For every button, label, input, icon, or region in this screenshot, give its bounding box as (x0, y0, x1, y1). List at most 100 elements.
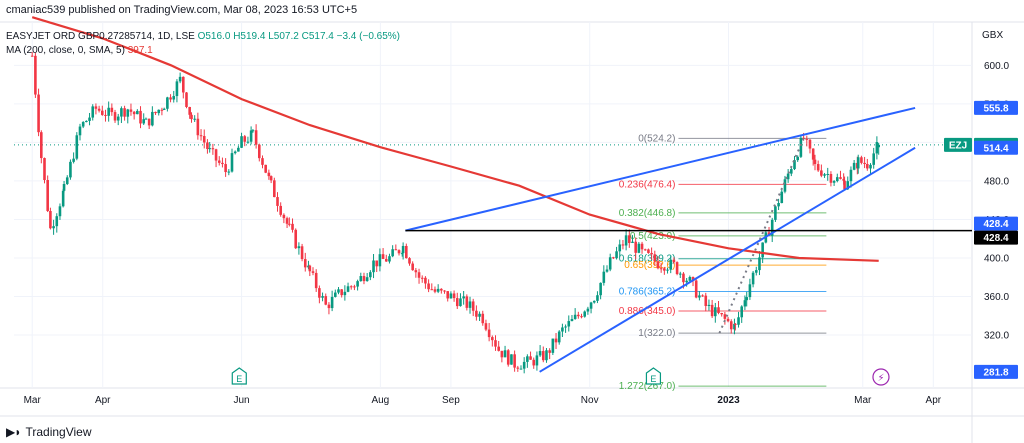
candle-body (154, 111, 157, 114)
candle-body (430, 289, 434, 291)
candle-body (717, 307, 720, 313)
candle-body (481, 313, 485, 324)
candle-body (55, 216, 59, 227)
candle-body (786, 173, 790, 180)
candle-body (790, 169, 793, 174)
candle-body (602, 271, 606, 283)
candle-body (214, 149, 218, 161)
candle-body (251, 130, 255, 132)
price-label-bg (974, 140, 1018, 155)
candle-body (628, 235, 631, 243)
candle-body (427, 283, 430, 290)
y-tick-label: 600.0 (984, 61, 1009, 72)
candle-body (471, 301, 475, 311)
candle-body (175, 81, 179, 97)
candle-body (663, 268, 666, 271)
candle-body (300, 246, 304, 260)
candle-body (123, 108, 126, 117)
candle-body (400, 253, 404, 255)
candle-body (545, 350, 548, 361)
candle-body (100, 110, 104, 115)
candle-body (835, 177, 839, 182)
candle-body (193, 118, 196, 120)
candle-body (491, 337, 494, 341)
candle-body (291, 223, 294, 230)
candle-body (129, 109, 133, 112)
candle-body (126, 109, 130, 117)
candle-body (526, 356, 529, 362)
candle-body (411, 263, 414, 271)
candle-body (381, 254, 385, 259)
candle-body (72, 158, 75, 162)
candle-body (653, 254, 657, 262)
close-value: C517.4 (301, 31, 334, 42)
candle-body (436, 288, 440, 292)
candle-body (637, 243, 641, 253)
candle-body (698, 295, 701, 298)
candle-body (417, 272, 421, 278)
candle-body (362, 276, 366, 282)
candle-body (701, 295, 704, 297)
candle-body (843, 180, 846, 190)
candle-body (758, 257, 761, 271)
candle-body (58, 206, 62, 217)
candle-body (349, 286, 353, 288)
earnings-icon (231, 367, 247, 385)
candle-body (46, 180, 49, 211)
candle-body (647, 249, 650, 253)
candle-body (160, 109, 164, 111)
candle-body (459, 298, 462, 307)
candle-body (267, 172, 271, 177)
candle-body (634, 241, 637, 253)
candle-body (863, 162, 866, 165)
candle-body (227, 171, 231, 173)
candle-body (729, 321, 733, 330)
price-label-bg (974, 216, 1018, 231)
fib-level-label: 0(524.2) (638, 133, 675, 144)
candle-body (743, 300, 747, 307)
earnings-label: E (650, 374, 656, 384)
candle-body (97, 108, 101, 111)
candle-body (110, 107, 114, 113)
candle-body (650, 252, 653, 255)
candle-body (567, 321, 571, 327)
candle-body (605, 269, 609, 272)
candle-body (240, 136, 243, 148)
candle-body (346, 286, 350, 292)
price-label-bg (974, 364, 1018, 379)
candle-body (190, 114, 193, 120)
candle-body (856, 157, 860, 169)
candle-body (249, 130, 253, 142)
candle-body (823, 174, 826, 176)
candle-body (147, 118, 151, 126)
candle-body (783, 179, 787, 192)
ma-label: MA (200, close, 0, SMA, 5) (6, 45, 125, 56)
y-tick-label: 360.0 (984, 292, 1009, 303)
candle-body (497, 346, 500, 351)
candle-body (842, 178, 845, 181)
candle-body (181, 76, 185, 93)
candle-body (535, 355, 539, 366)
candle-body (391, 249, 394, 257)
symbol-name[interactable]: EASYJET ORD GBP0.27285714, 1D, LSE (6, 31, 195, 42)
x-tick-label: Mar (854, 395, 872, 406)
change-value: −3.4 (−0.65%) (336, 31, 400, 42)
candle-body (829, 173, 833, 183)
candle-body (761, 242, 764, 258)
candle-body (740, 306, 744, 318)
candle-body (631, 241, 634, 243)
candle-body (440, 288, 443, 291)
price-label: 428.4 (983, 233, 1008, 244)
dividend-label: ⚡ (877, 373, 884, 384)
candle-body (353, 286, 356, 288)
x-tick-label: Aug (371, 395, 389, 406)
candle-body (52, 226, 55, 229)
ma-legend[interactable]: MA (200, close, 0, SMA, 5) 397.1 (6, 45, 153, 56)
tradingview-logo[interactable]: ▶◗ TradingView (6, 425, 92, 439)
fib-level-label: 0.65(392.6) (624, 260, 675, 271)
x-tick-label: Mar (24, 395, 42, 406)
symbol-tag-bg (944, 137, 972, 152)
candle-body (506, 350, 510, 365)
candle-body (199, 135, 203, 137)
